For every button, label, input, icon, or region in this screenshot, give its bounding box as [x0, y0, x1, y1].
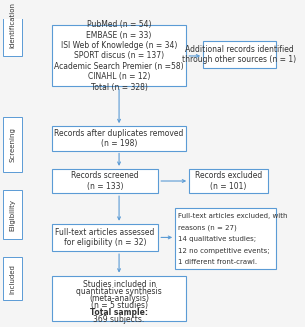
Text: reasons (n = 27): reasons (n = 27) [178, 225, 237, 231]
Text: 14 qualitative studies;: 14 qualitative studies; [178, 236, 256, 242]
Text: 369 subjects.: 369 subjects. [93, 315, 145, 324]
FancyBboxPatch shape [3, 257, 22, 300]
Text: Studies included in: Studies included in [82, 280, 156, 289]
FancyBboxPatch shape [3, 117, 22, 172]
FancyBboxPatch shape [52, 276, 186, 321]
FancyBboxPatch shape [203, 41, 276, 68]
FancyBboxPatch shape [3, 0, 22, 56]
Text: Full-text articles assessed
for eligibility (n = 32): Full-text articles assessed for eligibil… [56, 228, 155, 247]
Text: Additional records identified
through other sources (n = 1): Additional records identified through ot… [182, 45, 296, 64]
Text: quantitative synthesis: quantitative synthesis [76, 287, 162, 296]
Text: Screening: Screening [9, 127, 16, 162]
FancyBboxPatch shape [189, 169, 267, 193]
FancyBboxPatch shape [175, 208, 276, 269]
Text: Records after duplicates removed
(n = 198): Records after duplicates removed (n = 19… [54, 129, 184, 148]
Text: Records excluded
(n = 101): Records excluded (n = 101) [195, 171, 262, 191]
Text: (n = 5 studies): (n = 5 studies) [91, 301, 148, 310]
Text: Total sample:: Total sample: [90, 308, 148, 317]
FancyBboxPatch shape [52, 169, 158, 193]
Text: Eligibility: Eligibility [9, 198, 16, 231]
Text: Full-text articles excluded, with: Full-text articles excluded, with [178, 213, 287, 219]
Text: Records screened
(n = 133): Records screened (n = 133) [71, 171, 139, 191]
FancyBboxPatch shape [52, 224, 158, 251]
Text: Identification: Identification [9, 3, 16, 48]
Text: 1 different front-crawl.: 1 different front-crawl. [178, 259, 257, 265]
Text: 12 no competitive events;: 12 no competitive events; [178, 248, 270, 254]
FancyBboxPatch shape [52, 126, 186, 150]
FancyBboxPatch shape [3, 190, 22, 239]
Text: (meta-analysis): (meta-analysis) [89, 294, 149, 303]
FancyBboxPatch shape [52, 26, 186, 86]
Text: PubMed (n = 54)
EMBASE (n = 33)
ISI Web of Knowledge (n = 34)
SPORT discus (n = : PubMed (n = 54) EMBASE (n = 33) ISI Web … [54, 20, 184, 92]
Text: Included: Included [9, 264, 16, 294]
